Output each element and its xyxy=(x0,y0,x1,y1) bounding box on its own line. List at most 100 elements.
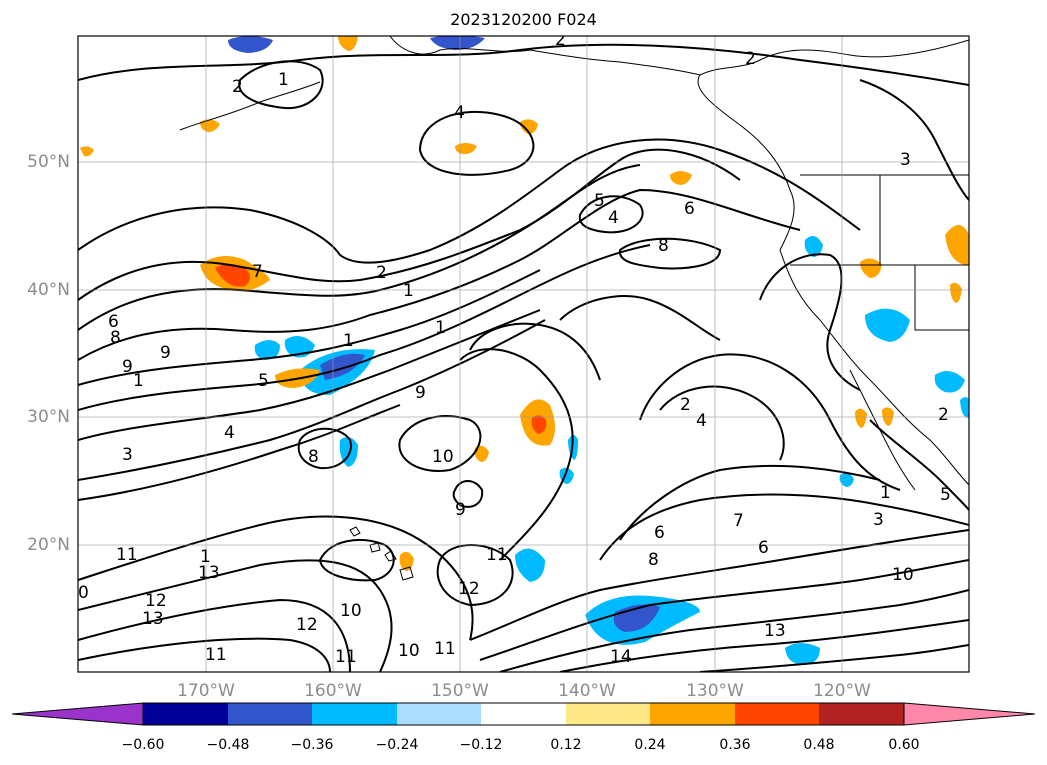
contour-line xyxy=(618,237,722,270)
contour-label: 1 xyxy=(343,331,354,351)
contour-line xyxy=(859,79,969,201)
contour-line xyxy=(659,385,785,461)
shade-patch xyxy=(804,236,823,257)
colorbar-segment xyxy=(481,703,566,725)
contour-label: 2 xyxy=(555,30,566,50)
contour-label: 13 xyxy=(198,563,220,583)
contour-label: 9 xyxy=(455,500,466,520)
lon-label-130: 130°W xyxy=(686,681,744,701)
colorbar-extend-left xyxy=(11,702,144,726)
contour-label: 11 xyxy=(486,545,508,565)
contour-label: 6 xyxy=(684,199,695,219)
lat-label-30: 30°N xyxy=(27,407,70,427)
shade-patch xyxy=(839,472,854,487)
shade-patch xyxy=(430,36,485,50)
contour-line xyxy=(238,60,324,110)
contour-label: 2 xyxy=(232,77,243,97)
contour-label: 2 xyxy=(376,263,387,283)
colorbar-tick-label: 0.24 xyxy=(634,737,666,753)
colorbar-segment xyxy=(312,703,397,725)
contour-label: 5 xyxy=(258,371,269,391)
contour-line xyxy=(469,322,601,381)
contour-label: 6 xyxy=(108,312,119,332)
contour-line xyxy=(699,644,969,672)
contour-label: 4 xyxy=(696,411,707,431)
shade-patch xyxy=(200,119,220,132)
shade-patch xyxy=(515,548,545,582)
contour-label: 10 xyxy=(398,641,420,661)
contour-label: 4 xyxy=(454,103,465,123)
shade-patch xyxy=(228,36,273,53)
contour-label: 12 xyxy=(296,615,318,635)
shade-patch xyxy=(950,282,962,303)
contour-label: 11 xyxy=(116,545,138,565)
colorbar-segment xyxy=(735,703,819,725)
contour-label: 7 xyxy=(733,511,744,531)
lat-label-40: 40°N xyxy=(27,280,70,300)
map-frame xyxy=(77,35,970,673)
contour-label: 10 xyxy=(892,565,914,585)
contour-label: 11 xyxy=(205,645,227,665)
colorbar-tick-label: −0.60 xyxy=(121,737,165,753)
contour-line xyxy=(78,559,393,672)
contour-line xyxy=(297,427,352,470)
shade-patch xyxy=(338,36,358,51)
contour-label: 9 xyxy=(415,383,426,403)
contour-line xyxy=(559,619,969,672)
colorbar-tick-label: −0.48 xyxy=(206,737,250,753)
contour-label: 2 xyxy=(938,405,949,425)
contour-label: 1 xyxy=(278,70,289,90)
shade-patch xyxy=(320,353,365,380)
colorbar-tick-label: 0.12 xyxy=(550,737,582,753)
contour-line xyxy=(398,415,482,472)
colorbar-segment xyxy=(566,703,650,725)
contour-line xyxy=(78,269,541,386)
shade-patch xyxy=(531,415,547,434)
contour-label: 3 xyxy=(122,445,133,465)
contour-label: 12 xyxy=(458,579,480,599)
lon-label-120: 120°W xyxy=(813,681,871,701)
contour-line xyxy=(619,464,881,541)
contour-line xyxy=(78,244,651,411)
coastline-layer xyxy=(179,36,969,581)
baja-coast xyxy=(849,369,916,491)
colorbar-segment xyxy=(143,703,228,725)
lon-label-170: 170°W xyxy=(177,681,235,701)
colorbar xyxy=(11,702,1036,726)
colorbar-outline xyxy=(142,702,905,726)
shade-patch xyxy=(934,371,965,393)
contour-label: 1 xyxy=(403,281,414,301)
contour-line xyxy=(499,589,969,672)
contour-line xyxy=(78,138,861,264)
colorbar-tick-label: −0.36 xyxy=(290,737,334,753)
colorbar-tick-label: 0.48 xyxy=(803,737,835,753)
contour-label: 6 xyxy=(758,538,769,558)
lon-label-140: 140°W xyxy=(558,681,616,701)
coastline-alaska xyxy=(389,36,701,76)
contour-line xyxy=(78,43,969,86)
contour-line xyxy=(452,480,484,508)
map-title: 2023120200 F024 xyxy=(450,10,597,29)
contour-line xyxy=(599,493,969,561)
contour-label: 6 xyxy=(654,523,665,543)
shade-patch xyxy=(860,258,882,278)
shade-patch xyxy=(474,445,489,462)
lat-label-20: 20°N xyxy=(27,535,70,555)
shade-patch xyxy=(215,264,250,287)
colorbar-tick-label: 0.60 xyxy=(888,737,920,753)
colorbar-segment xyxy=(397,703,481,725)
shade-patch xyxy=(520,119,538,134)
shade-patch xyxy=(399,551,414,571)
shaded-anomaly-layer xyxy=(80,36,969,665)
contour-line xyxy=(78,188,801,361)
contour-label: 1 xyxy=(200,547,211,567)
colorbar-segment xyxy=(650,703,735,725)
contour-label: 13 xyxy=(142,609,164,629)
contour-lines xyxy=(78,43,969,672)
colorbar-tick-label: −0.12 xyxy=(459,737,503,753)
contour-label: 5 xyxy=(594,191,605,211)
contour-label: 9 xyxy=(160,343,171,363)
gridlines xyxy=(78,36,969,672)
aleutian-islands xyxy=(179,81,321,131)
shade-patch xyxy=(960,397,969,418)
